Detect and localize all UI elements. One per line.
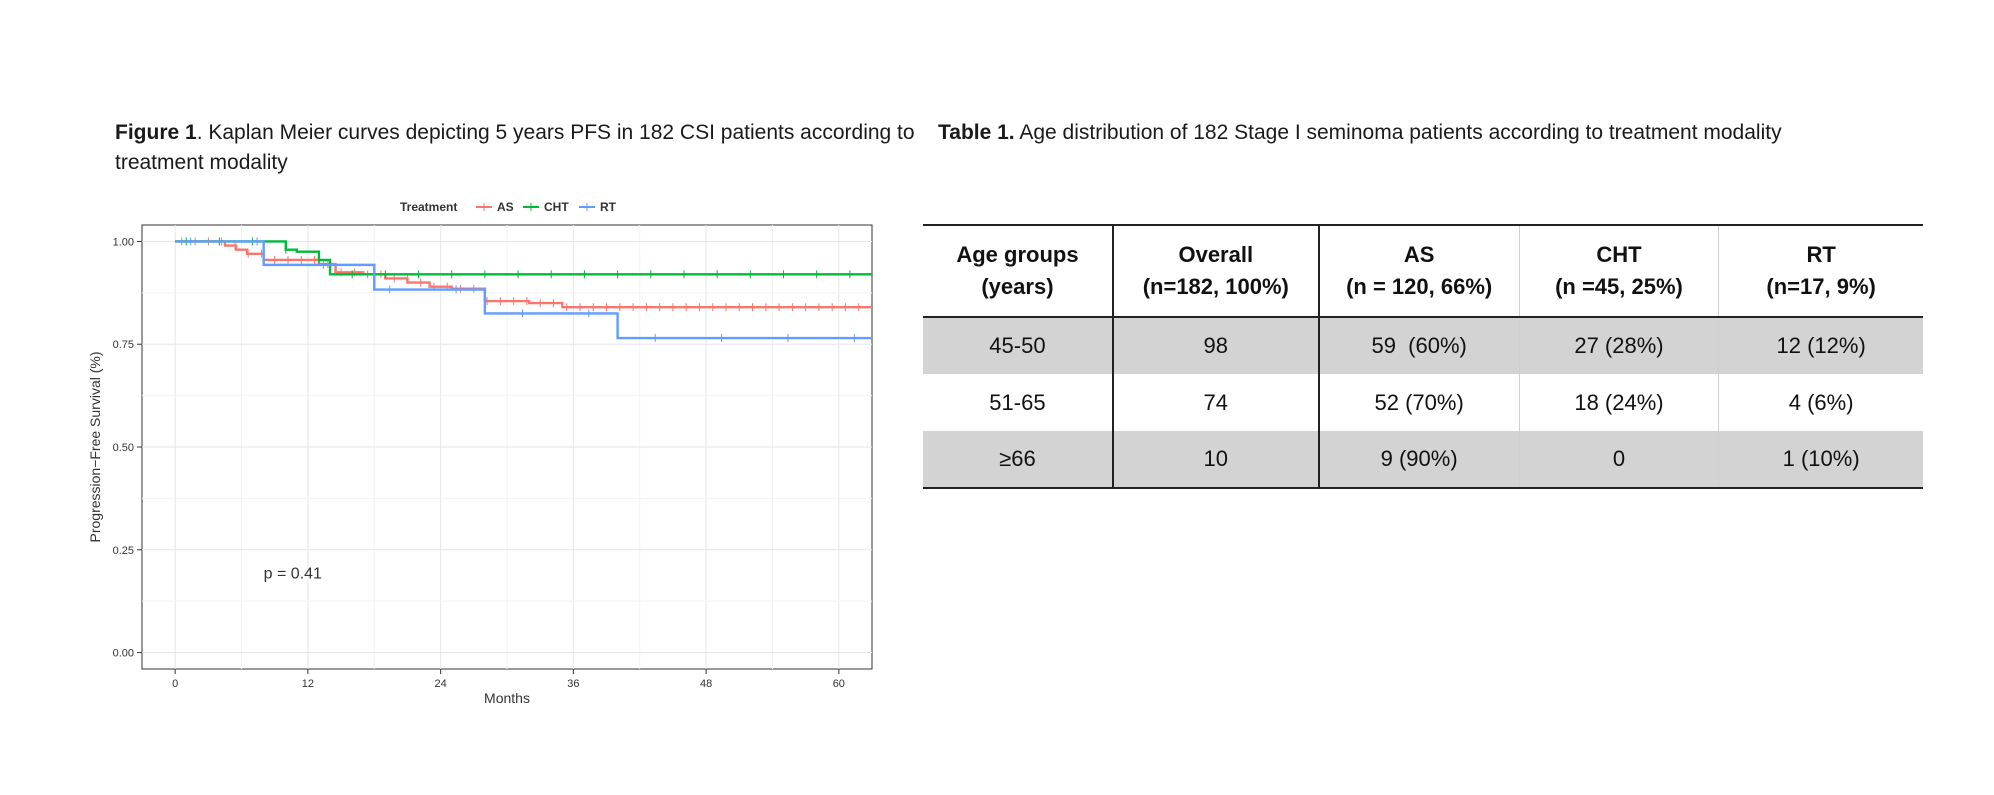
header-line: CHT: [1596, 242, 1642, 267]
table-cell: 9 (90%): [1318, 431, 1520, 489]
y-axis-label: Progression−Free Survival (%): [87, 351, 103, 542]
header-cell-age-groups: Age groups (years): [923, 224, 1114, 318]
table-cell: 18 (24%): [1519, 374, 1720, 431]
table-cell: 12 (12%): [1718, 317, 1923, 374]
age-distribution-table: Age groups (years) Overall (n=182, 100%) A…: [923, 224, 1923, 489]
legend-label-cht: CHT: [544, 200, 569, 214]
header-line: RT: [1806, 242, 1836, 267]
y-tick-label: 0.50: [113, 442, 134, 454]
header-line: (n=17, 9%): [1766, 274, 1876, 299]
table-cell: ≥66: [923, 431, 1114, 489]
header-line: AS: [1403, 242, 1435, 267]
table-cell: 1 (10%): [1718, 431, 1923, 489]
y-tick-label: 0.75: [113, 339, 134, 351]
table-cell: 27 (28%): [1519, 317, 1720, 374]
p-value-annotation: p = 0.41: [264, 566, 322, 583]
header-cell-cht: CHT (n =45, 25%): [1519, 224, 1720, 318]
figure-caption: Figure 1. Kaplan Meier curves depicting …: [115, 118, 915, 178]
y-tick-label: 1.00: [113, 236, 134, 248]
header-cell-overall: Overall (n=182, 100%): [1112, 224, 1320, 318]
x-tick-label: 24: [435, 678, 447, 690]
legend-label-rt: RT: [600, 200, 617, 214]
header-cell-as: AS (n = 120, 66%): [1318, 224, 1520, 318]
figure-label: Figure 1: [115, 121, 197, 144]
header-line: (years): [981, 274, 1054, 299]
table-label: Table 1.: [938, 121, 1015, 144]
table-cell: 51-65: [923, 374, 1114, 431]
header-line: (n = 120, 66%): [1346, 274, 1493, 299]
header-line: (n=182, 100%): [1142, 274, 1289, 299]
table-caption: Table 1. Age distribution of 182 Stage I…: [938, 118, 1958, 148]
table-cell: 52 (70%): [1318, 374, 1520, 431]
y-tick-label: 0.00: [113, 648, 134, 660]
x-axis-label: Months: [484, 690, 530, 705]
table-cell: 45-50: [923, 317, 1114, 374]
x-tick-label: 48: [700, 678, 712, 690]
table-cell: 98: [1112, 317, 1320, 374]
chart-legend: Treatment AS CHT RT: [400, 200, 617, 214]
x-tick-label: 0: [172, 678, 178, 690]
x-tick-label: 12: [302, 678, 314, 690]
km-curve-rt: [175, 240, 872, 340]
y-tick-label: 0.25: [113, 545, 134, 557]
header-cell-rt: RT (n=17, 9%): [1718, 224, 1923, 318]
x-tick-label: 36: [567, 678, 579, 690]
table-row: 45-50 98 59 (60%) 27 (28%) 12 (12%): [923, 317, 1923, 374]
x-tick-label: 60: [833, 678, 845, 690]
header-line: (n =45, 25%): [1555, 274, 1683, 299]
figure-caption-text: . Kaplan Meier curves depicting 5 years …: [115, 121, 915, 174]
table-cell: 74: [1112, 374, 1320, 431]
table-row: 51-65 74 52 (70%) 18 (24%) 4 (6%): [923, 374, 1923, 431]
table-header-row: Age groups (years) Overall (n=182, 100%) A…: [923, 224, 1923, 318]
kaplan-meier-chart: 0 12 24 36 48 60 0.00 0.25 0.50 0.75 1.00 Months Pro…: [87, 200, 873, 705]
table-cell: 10: [1112, 431, 1320, 489]
table-caption-text: Age distribution of 182 Stage I seminoma…: [1014, 121, 1782, 144]
table-cell: 4 (6%): [1788, 389, 1854, 415]
legend-title: Treatment: [400, 200, 457, 214]
header-line: Age groups: [956, 242, 1079, 267]
km-curve-cht: [175, 240, 872, 276]
table-row: ≥66 10 9 (90%) 0 1 (10%): [923, 431, 1923, 489]
header-line: Overall: [1178, 242, 1254, 267]
legend-label-as: AS: [497, 200, 514, 214]
table-cell: 59 (60%): [1318, 317, 1520, 374]
table-cell: 0: [1519, 431, 1720, 489]
